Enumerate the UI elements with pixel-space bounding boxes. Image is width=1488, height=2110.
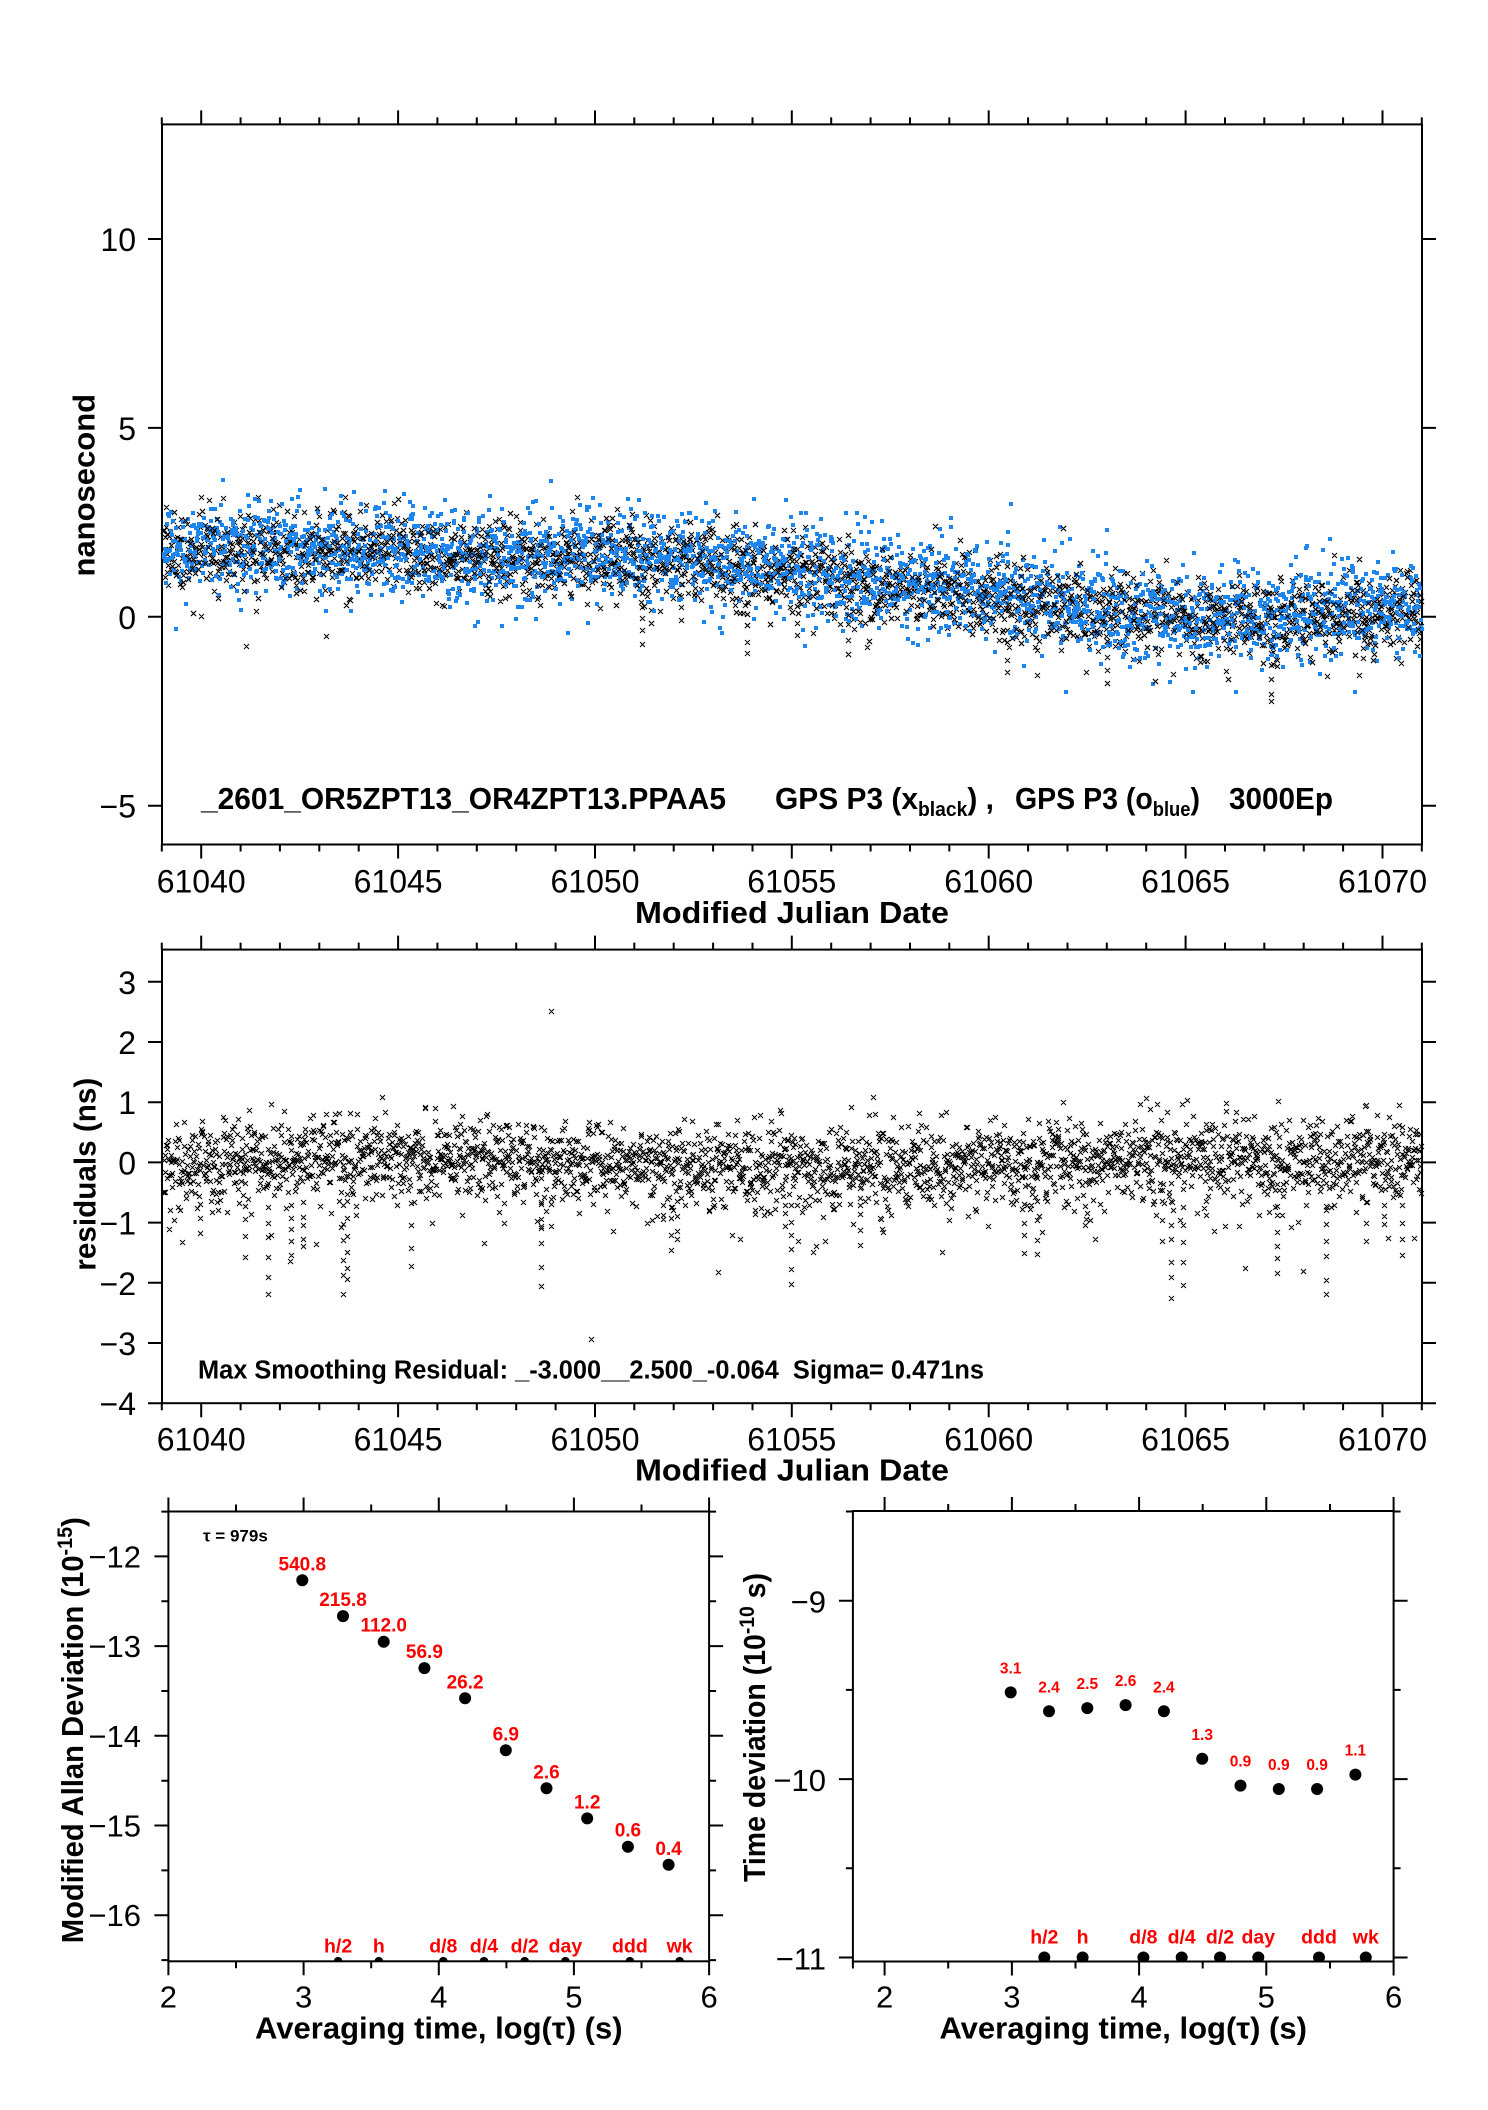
svg-text:d/2: d/2 <box>511 1935 539 1957</box>
svg-text:wk: wk <box>666 1935 693 1957</box>
svg-text:61055: 61055 <box>747 863 836 899</box>
svg-text:−13: −13 <box>88 1629 141 1664</box>
svg-text:day: day <box>549 1935 583 1957</box>
svg-text:−16: −16 <box>88 1898 141 1933</box>
svg-text:61045: 61045 <box>354 863 443 899</box>
svg-text:4: 4 <box>430 1980 447 2015</box>
svg-text:wk: wk <box>1352 1926 1379 1948</box>
svg-text:−1: −1 <box>100 1206 136 1242</box>
svg-text:Modified Julian Date: Modified Julian Date <box>635 895 949 930</box>
svg-text:61065: 61065 <box>1141 1422 1230 1458</box>
svg-text:1.3: 1.3 <box>1191 1727 1213 1744</box>
svg-text:2.4: 2.4 <box>1153 1679 1175 1696</box>
svg-text:1.2: 1.2 <box>574 1792 600 1813</box>
svg-text:d/8: d/8 <box>1129 1926 1157 1948</box>
svg-text:Modified Julian Date: Modified Julian Date <box>635 1452 949 1487</box>
svg-text:112.0: 112.0 <box>360 1616 407 1637</box>
svg-text:61045: 61045 <box>354 1422 443 1458</box>
svg-text:3.1: 3.1 <box>1000 1660 1022 1677</box>
svg-text:τ = 979s: τ = 979s <box>203 1527 268 1546</box>
svg-text:−9: −9 <box>791 1585 826 1620</box>
svg-text:61065: 61065 <box>1141 863 1230 899</box>
svg-text:0.9: 0.9 <box>1230 1754 1252 1771</box>
svg-text:2: 2 <box>118 1025 136 1061</box>
svg-text:540.8: 540.8 <box>279 1554 327 1575</box>
svg-text:61040: 61040 <box>157 863 246 899</box>
svg-text:−3: −3 <box>100 1326 136 1362</box>
svg-text:2.4: 2.4 <box>1038 1679 1060 1696</box>
svg-text:−15: −15 <box>88 1809 141 1844</box>
svg-text:2: 2 <box>160 1980 177 2015</box>
svg-text:h: h <box>1077 1926 1089 1948</box>
svg-text:215.8: 215.8 <box>319 1590 367 1611</box>
svg-text:6: 6 <box>1385 1980 1402 2015</box>
svg-text:d/8: d/8 <box>429 1935 457 1957</box>
svg-text:6.9: 6.9 <box>493 1724 519 1745</box>
svg-text:1.1: 1.1 <box>1345 1743 1367 1760</box>
svg-text:61050: 61050 <box>551 1422 640 1458</box>
svg-text:61040: 61040 <box>157 1422 246 1458</box>
svg-text:2: 2 <box>876 1980 893 2015</box>
svg-text:day: day <box>1241 1926 1275 1948</box>
svg-text:3: 3 <box>1003 1980 1020 2015</box>
svg-text:0.6: 0.6 <box>615 1821 641 1842</box>
svg-text:5: 5 <box>1258 1980 1275 2015</box>
svg-text:0.4: 0.4 <box>655 1839 682 1860</box>
svg-text:0.9: 0.9 <box>1268 1757 1290 1774</box>
svg-text:ddd: ddd <box>1301 1926 1337 1948</box>
svg-text:nanosecond: nanosecond <box>67 394 102 577</box>
svg-text:−14: −14 <box>88 1719 141 1754</box>
svg-text:61060: 61060 <box>944 1422 1033 1458</box>
svg-text:Averaging time, log(τ) (s): Averaging time, log(τ) (s) <box>939 2011 1307 2046</box>
svg-text:residuals (ns): residuals (ns) <box>68 1078 103 1271</box>
svg-text:h: h <box>373 1935 385 1957</box>
svg-text:5: 5 <box>118 411 136 447</box>
svg-text:2.6: 2.6 <box>1115 1673 1137 1690</box>
svg-text:−2: −2 <box>100 1266 136 1302</box>
svg-text:Modified Allan Deviation (10-1: Modified Allan Deviation (10-15) <box>54 1517 90 1943</box>
svg-text:ddd: ddd <box>612 1935 648 1957</box>
svg-text:−10: −10 <box>773 1763 826 1798</box>
svg-text:_2601_OR5ZPT13_OR4ZPT13.PPAA5: _2601_OR5ZPT13_OR4ZPT13.PPAA5 <box>200 781 726 816</box>
svg-text:61070: 61070 <box>1338 863 1427 899</box>
svg-text:3: 3 <box>118 965 136 1001</box>
svg-text:Max Smoothing Residual: _-3.00: Max Smoothing Residual: _-3.000__2.500_-… <box>198 1356 984 1384</box>
svg-text:2.6: 2.6 <box>533 1762 559 1783</box>
svg-text:5: 5 <box>565 1980 582 2015</box>
svg-text:d/4: d/4 <box>470 1935 498 1957</box>
svg-text:−4: −4 <box>100 1386 136 1422</box>
svg-text:−5: −5 <box>100 789 136 825</box>
svg-text:0.9: 0.9 <box>1306 1757 1328 1774</box>
svg-text:4: 4 <box>1130 1980 1147 2015</box>
svg-text:2.5: 2.5 <box>1077 1676 1099 1693</box>
svg-text:1: 1 <box>118 1085 136 1121</box>
svg-text:61050: 61050 <box>551 863 640 899</box>
svg-text:61070: 61070 <box>1338 1422 1427 1458</box>
svg-text:3000Ep: 3000Ep <box>1229 781 1333 816</box>
svg-text:61060: 61060 <box>944 863 1033 899</box>
svg-text:56.9: 56.9 <box>406 1642 443 1663</box>
svg-text:h/2: h/2 <box>324 1935 352 1957</box>
svg-text:Averaging time, log(τ) (s): Averaging time, log(τ) (s) <box>255 2011 623 2046</box>
svg-text:d/2: d/2 <box>1206 1926 1234 1948</box>
svg-text:26.2: 26.2 <box>447 1672 484 1693</box>
svg-text:d/4: d/4 <box>1168 1926 1196 1948</box>
svg-text:0: 0 <box>118 1145 136 1181</box>
svg-text:h/2: h/2 <box>1030 1926 1058 1948</box>
svg-text:0: 0 <box>118 600 136 636</box>
svg-text:−12: −12 <box>88 1539 141 1574</box>
svg-text:6: 6 <box>700 1980 717 2015</box>
svg-text:10: 10 <box>100 222 136 258</box>
svg-text:−11: −11 <box>776 1942 826 1977</box>
svg-text:3: 3 <box>295 1980 312 2015</box>
svg-text:61055: 61055 <box>747 1422 836 1458</box>
